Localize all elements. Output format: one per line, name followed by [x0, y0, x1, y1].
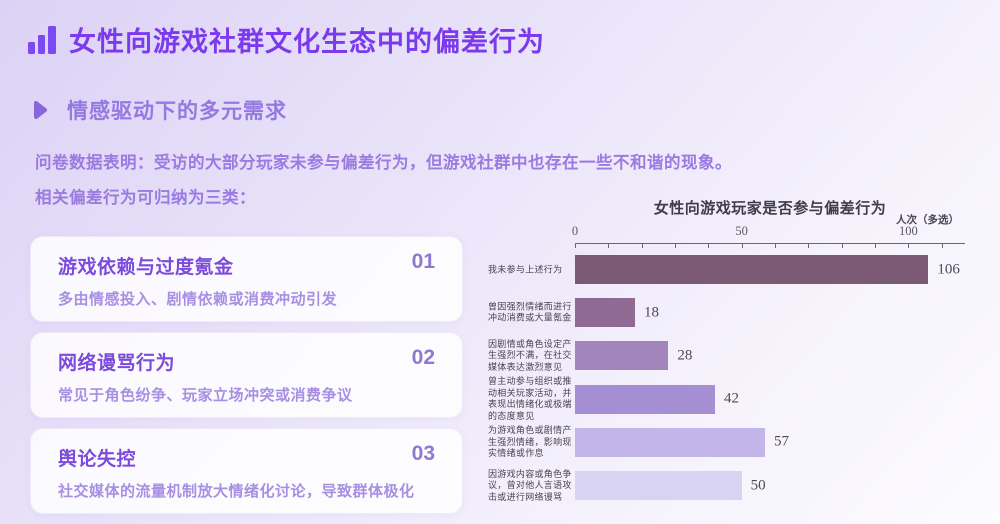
card-number: 02: [411, 346, 435, 369]
bar-category-label: 因剧情或角色设定产生强烈不满，在社交媒体表达激烈意见: [488, 338, 572, 372]
card-list: 游戏依赖与过度氪金 多由情感投入、剧情依赖或消费冲动引发 01 网络谩骂行为 常…: [30, 236, 463, 514]
bar: [575, 255, 929, 284]
card-description: 多由情感投入、剧情依赖或消费冲动引发: [58, 291, 338, 308]
axis-tick: [575, 243, 576, 248]
card-title: 舆论失控: [58, 449, 137, 470]
bar-category-label: 因游戏内容或角色争议，曾对他人言语攻击或进行网络谩骂: [488, 468, 572, 502]
axis-tick: [675, 243, 676, 248]
axis-tick: [808, 243, 810, 248]
chart-title: 女性向游戏玩家是否参与偏差行为: [653, 200, 887, 217]
axis-tick: [941, 243, 943, 248]
axis-tick: [708, 243, 710, 248]
bar-value-label: 106: [937, 261, 960, 277]
card-number: 03: [411, 442, 435, 465]
axis-tick: [875, 243, 876, 248]
axis-tick: [841, 243, 843, 248]
axis-tick-label: 100: [898, 224, 918, 238]
chart: 女性向游戏玩家是否参与偏差行为 人次（多选） 0 50 100 我未参与上述行为 106…: [487, 197, 997, 519]
card-online-abuse: 网络谩骂行为 常见于角色纷争、玩家立场冲突或消费争议 02: [30, 332, 463, 418]
axis-tick: [608, 243, 610, 248]
axis-tick: [908, 243, 910, 248]
bar-value-label: 28: [677, 347, 693, 364]
bar-chart-icon-bar: [28, 41, 35, 54]
intro-line-2: 相关偏差行为可归纳为三类：: [35, 189, 256, 207]
bar-value-label: 57: [774, 433, 789, 450]
card-title: 网络谩骂行为: [58, 353, 176, 374]
bar-category-label: 我未参与上述行为: [488, 263, 563, 274]
bar: [575, 341, 669, 371]
play-triangle-icon: [34, 101, 47, 119]
card-number: 01: [411, 250, 435, 273]
bar: [575, 427, 765, 457]
bar: [575, 298, 635, 328]
bar-value-label: 42: [724, 390, 739, 407]
bar: [575, 384, 715, 414]
card-opinion-loss-of-control: 舆论失控 社交媒体的流量机制放大情绪化讨论，导致群体极化 03: [30, 428, 463, 514]
bar-category-label: 曾主动参与组织或推动相关玩家活动，并表现出情绪化或极端的态度意见: [488, 376, 572, 421]
chart-unit-label: 人次（多选）: [896, 215, 959, 226]
slide-header: 女性向游戏社群文化生态中的偏差行为: [28, 20, 545, 59]
bar-category-label: 为游戏角色或剧情产生强烈情绪，影响现实情绪或作息: [488, 425, 572, 459]
axis-tick-label: 50: [735, 224, 748, 238]
axis-tick: [775, 243, 776, 248]
axis-tick: [741, 243, 743, 248]
bar-category-label: 曾因强烈情绪而进行冲动消费或大量氪金: [488, 301, 572, 323]
card-game-dependence: 游戏依赖与过度氪金 多由情感投入、剧情依赖或消费冲动引发 01: [30, 236, 463, 322]
bar-chart-icon-bar: [48, 25, 56, 54]
bar-chart-icon: [28, 25, 56, 54]
card-title: 游戏依赖与过度氪金: [58, 257, 234, 278]
chart-x-axis: [575, 243, 965, 244]
axis-tick-label: 0: [571, 224, 579, 238]
bar-value-label: 18: [644, 304, 659, 321]
section-title: 情感驱动下的多元需求: [67, 100, 287, 123]
bar-value-label: 50: [750, 477, 766, 493]
bar: [575, 471, 742, 500]
section-header: 情感驱动下的多元需求: [33, 95, 287, 125]
page-title: 女性向游戏社群文化生态中的偏差行为: [69, 27, 545, 57]
intro-line-1: 问卷数据表明：受访的大部分玩家未参与偏差行为，但游戏社群中也存在一些不和谐的现象…: [35, 154, 732, 172]
bar-chart-icon-bar: [38, 34, 45, 54]
card-description: 社交媒体的流量机制放大情绪化讨论，导致群体极化: [58, 483, 415, 500]
card-description: 常见于角色纷争、玩家立场冲突或消费争议: [58, 387, 353, 404]
axis-tick: [641, 243, 643, 248]
